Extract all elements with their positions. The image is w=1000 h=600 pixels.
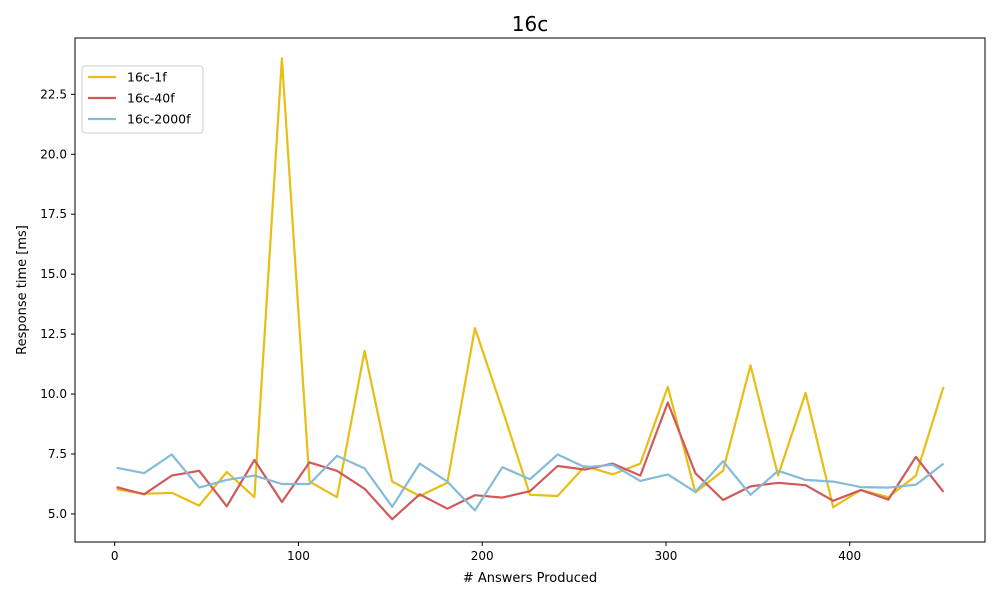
y-tick-label: 5.0 xyxy=(48,507,67,521)
x-tick-label: 400 xyxy=(838,549,861,563)
y-axis-label: Response time [ms] xyxy=(15,225,30,355)
x-tick-label: 100 xyxy=(287,549,310,563)
series-line-0 xyxy=(116,57,945,509)
series-line-2 xyxy=(116,453,945,512)
y-tick-label: 17.5 xyxy=(40,207,67,221)
chart-title: 16c xyxy=(512,12,548,36)
x-axis-label: # Answers Produced xyxy=(463,571,597,586)
x-tick-label: 200 xyxy=(471,549,494,563)
y-tick-label: 10.0 xyxy=(40,387,67,401)
legend: 16c-1f 16c-40f 16c-2000f xyxy=(81,65,204,134)
series-line-1 xyxy=(116,401,945,521)
y-tick-label: 22.5 xyxy=(40,87,67,101)
legend-label: 16c-1f xyxy=(127,70,167,85)
y-tick-label: 15.0 xyxy=(40,267,67,281)
legend-box xyxy=(81,65,204,134)
x-axis: 0 100 200 300 400 xyxy=(111,542,861,563)
x-tick-label: 300 xyxy=(655,549,678,563)
series-group xyxy=(116,57,945,521)
y-tick-label: 20.0 xyxy=(40,147,67,161)
legend-label: 16c-40f xyxy=(127,91,175,106)
legend-label: 16c-2000f xyxy=(127,112,191,127)
x-tick-label: 0 xyxy=(111,549,119,563)
y-axis: 5.0 7.5 10.0 12.5 15.0 17.5 20.0 22.5 xyxy=(40,87,75,521)
y-tick-label: 12.5 xyxy=(40,327,67,341)
y-tick-label: 7.5 xyxy=(48,447,67,461)
plot-area xyxy=(74,37,986,543)
